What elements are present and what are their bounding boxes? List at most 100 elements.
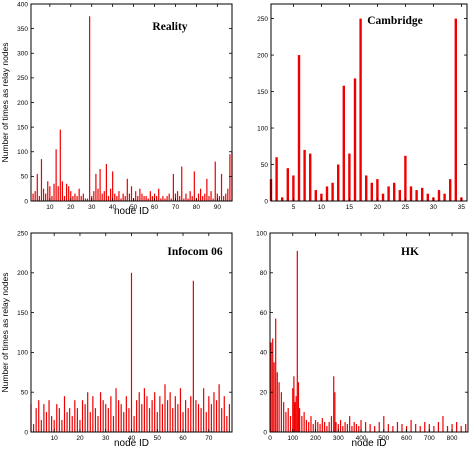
bar — [303, 149, 306, 201]
bar — [147, 198, 149, 201]
bar — [296, 250, 298, 432]
plot-frame — [270, 3, 468, 202]
x-tick-label: 20 — [67, 204, 75, 211]
bar — [349, 416, 351, 432]
bar — [401, 424, 403, 432]
bar — [342, 85, 345, 201]
bar — [51, 196, 53, 201]
bar — [79, 420, 81, 432]
bar — [216, 193, 218, 201]
bar — [321, 418, 323, 432]
bar — [298, 408, 301, 432]
panel-title: Reality — [152, 21, 187, 33]
bar — [130, 272, 133, 432]
panel-title: Infocom 06 — [167, 246, 223, 258]
x-tick-label: 5 — [292, 204, 296, 211]
bar — [74, 193, 76, 201]
bar — [112, 171, 114, 201]
bar — [215, 400, 218, 432]
bar — [355, 424, 358, 432]
bar — [166, 400, 169, 432]
bar — [45, 412, 48, 432]
bar — [143, 196, 145, 201]
bar — [56, 404, 58, 432]
bar — [293, 376, 295, 432]
bar — [53, 183, 55, 201]
bar — [51, 416, 53, 432]
y-tick-label: 60 — [260, 310, 268, 317]
bar — [359, 18, 362, 202]
bar — [292, 388, 294, 432]
y-tick-label: 250 — [17, 230, 28, 237]
bar — [424, 422, 426, 432]
bar — [139, 188, 141, 201]
y-tick-label: 100 — [256, 230, 267, 237]
bar — [398, 190, 401, 201]
bar — [187, 198, 189, 201]
bar — [415, 424, 417, 432]
bar — [223, 396, 225, 432]
bar — [195, 400, 197, 432]
bar — [71, 416, 73, 432]
x-tick-label: 80 — [193, 204, 201, 211]
x-tick-label: 60 — [179, 435, 187, 442]
x-axis-label: node ID — [351, 438, 386, 449]
bar — [81, 400, 84, 432]
bar — [314, 190, 317, 201]
bar — [218, 384, 220, 432]
bar — [105, 404, 107, 432]
y-tick-label: 40 — [260, 350, 268, 357]
bar — [286, 168, 289, 201]
x-tick-label: 0 — [268, 435, 272, 442]
bar — [449, 179, 452, 201]
bar — [164, 384, 166, 432]
panel-title: Cambridge — [367, 15, 423, 27]
bar — [365, 175, 368, 201]
plot-frame — [30, 3, 233, 202]
bar — [287, 408, 289, 432]
bar — [183, 198, 185, 201]
y-tick-label: 0 — [24, 198, 28, 205]
y-tick-label: 20 — [260, 390, 268, 397]
bar — [376, 179, 379, 201]
bar — [421, 187, 424, 201]
bar — [353, 78, 357, 201]
bar — [319, 424, 321, 432]
bar — [281, 197, 284, 201]
y-tick-label: 150 — [17, 124, 28, 131]
bar — [220, 173, 223, 201]
bar — [272, 338, 274, 432]
panel-title: HK — [401, 246, 419, 258]
bar — [295, 396, 297, 432]
bar — [159, 396, 161, 432]
bar — [185, 193, 187, 201]
y-tick-label: 100 — [17, 149, 28, 156]
bar — [225, 193, 227, 201]
bar — [69, 408, 71, 432]
bar — [47, 181, 49, 201]
x-tick-label: 40 — [128, 435, 136, 442]
bar — [172, 173, 174, 201]
bar — [40, 420, 42, 432]
y-axis-label: Number of times as relay nodes — [0, 273, 10, 393]
bar — [273, 362, 275, 432]
y-tick-label: 100 — [257, 125, 268, 132]
bar — [122, 193, 124, 201]
bar — [115, 388, 117, 432]
bar — [289, 416, 292, 432]
y-tick-label: 0 — [264, 198, 268, 205]
bar — [325, 186, 329, 201]
x-tick-label: 90 — [214, 204, 222, 211]
bar — [218, 196, 221, 201]
bar — [158, 188, 160, 201]
bar — [116, 196, 118, 201]
bar — [383, 416, 385, 432]
bar — [76, 408, 78, 432]
bar — [190, 396, 192, 432]
panel-1: 0 50 100 150 200 250 300 350 400 10 20 30 40 50 60 70 80… — [0, 1, 233, 217]
bar — [334, 392, 336, 432]
bar — [353, 422, 355, 432]
bar — [292, 175, 295, 201]
bar — [154, 392, 156, 432]
bar — [87, 392, 89, 432]
